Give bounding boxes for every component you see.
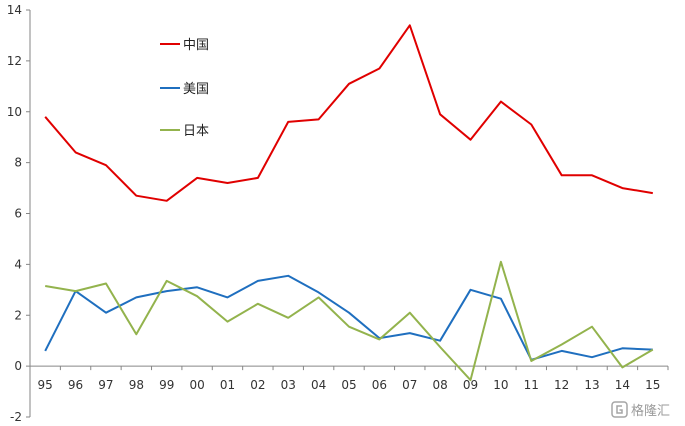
x-tick-label: 05 <box>341 378 356 392</box>
x-axis-ticks: 95 96 97 98 99 00 01 02 03 04 05 06 07 08 09 10 11 12 13 14… <box>29 366 669 392</box>
watermark: 格隆汇 <box>611 401 670 419</box>
y-tick-label: 8 <box>14 156 22 170</box>
legend-item: 中国 <box>160 38 209 53</box>
series-3 <box>45 260 654 382</box>
x-tick-label: 98 <box>129 378 144 392</box>
y-tick-label: -2 <box>10 410 22 424</box>
y-tick-label: 0 <box>14 359 22 373</box>
y-tick-label: 2 <box>14 308 22 322</box>
legend-label: 日本 <box>183 124 209 139</box>
x-tick-label: 01 <box>220 378 235 392</box>
axes <box>29 10 668 417</box>
series-2 <box>44 274 653 361</box>
legend-label: 美国 <box>183 82 209 97</box>
x-tick-label: 95 <box>38 378 53 392</box>
x-tick-label: 97 <box>98 378 113 392</box>
x-tick-label: 10 <box>493 378 508 392</box>
y-tick-label: 6 <box>14 207 22 221</box>
x-tick-label: 14 <box>615 378 630 392</box>
y-tick-label: 12 <box>7 54 22 68</box>
x-tick-label: 00 <box>189 378 204 392</box>
x-tick-label: 15 <box>645 378 660 392</box>
y-axis-ticks: -2 0 2 4 6 8 10 12 14 <box>7 3 30 424</box>
x-tick-label: 02 <box>250 378 265 392</box>
x-tick-label: 13 <box>584 378 599 392</box>
watermark-text: 格隆汇 <box>631 403 670 419</box>
series-1 <box>44 24 653 202</box>
x-tick-label: 08 <box>433 378 448 392</box>
series-line <box>44 24 653 202</box>
x-tick-label: 09 <box>463 378 478 392</box>
y-tick-label: 10 <box>7 105 22 119</box>
legend-item: 日本 <box>160 124 209 139</box>
x-tick-label: 99 <box>159 378 174 392</box>
x-tick-label: 04 <box>311 378 326 392</box>
g-logo-icon <box>611 401 628 418</box>
legend-item: 美国 <box>160 82 209 97</box>
y-tick-label: 4 <box>14 257 22 271</box>
series-line <box>45 260 654 382</box>
x-tick-label: 12 <box>554 378 569 392</box>
x-tick-label: 11 <box>524 378 539 392</box>
series-line <box>44 274 653 361</box>
x-tick-label: 03 <box>281 378 296 392</box>
y-tick-label: 14 <box>7 3 22 17</box>
legend-label: 中国 <box>183 38 209 53</box>
x-tick-label: 96 <box>68 378 83 392</box>
series-layer <box>44 24 654 382</box>
x-tick-label: 07 <box>402 378 417 392</box>
x-tick-label: 06 <box>372 378 387 392</box>
